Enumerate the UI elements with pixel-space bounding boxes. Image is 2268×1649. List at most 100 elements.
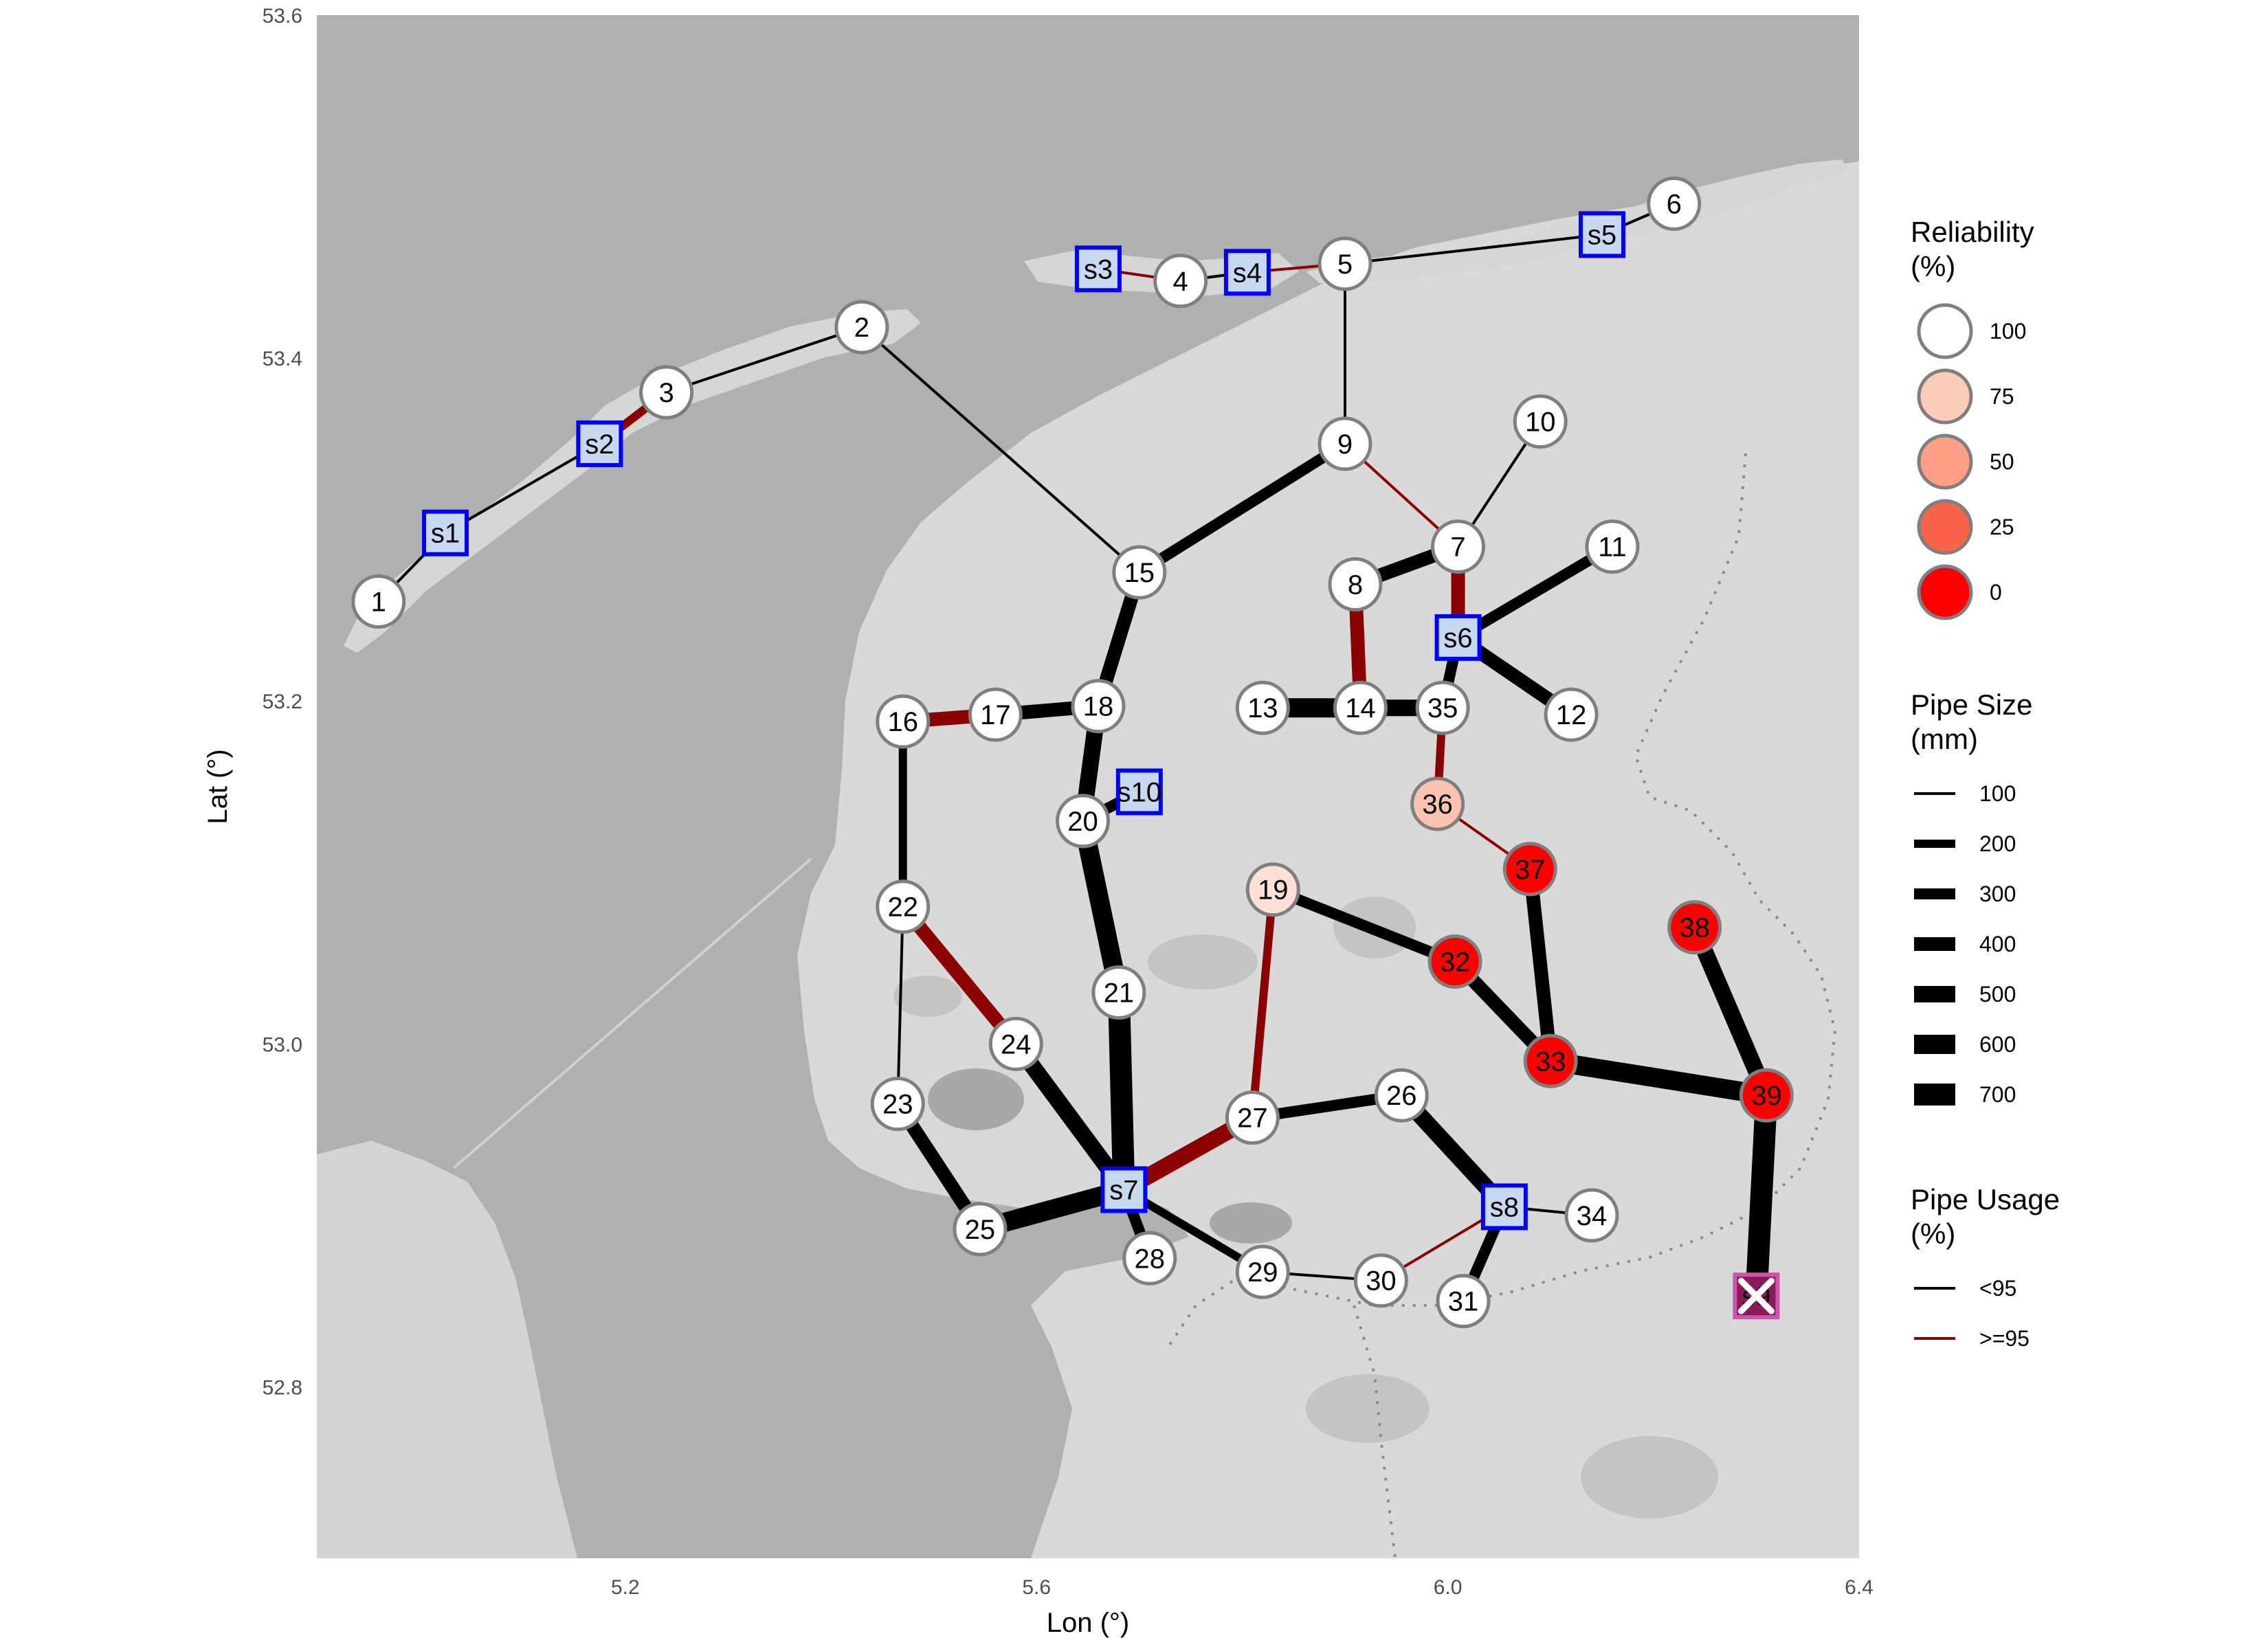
node-label: 39 <box>1751 1081 1782 1111</box>
node-label: 28 <box>1135 1244 1166 1274</box>
source-label: s4 <box>1233 258 1262 288</box>
node-4: 4 <box>1153 254 1208 309</box>
lake <box>1148 934 1258 989</box>
pipe-39-s9 <box>1745 1095 1778 1297</box>
node-label: 37 <box>1515 855 1546 885</box>
legend-pipe-size-label: 500 <box>1979 982 2016 1007</box>
node-circle <box>1245 862 1300 917</box>
source-square <box>1100 1166 1148 1213</box>
node-label: 7 <box>1450 532 1465 563</box>
source-s8: s8 <box>1480 1183 1528 1231</box>
pipe-22-23 <box>896 906 904 1104</box>
node-10: 10 <box>1513 394 1568 449</box>
pipe-2-15 <box>860 326 1141 574</box>
source-square <box>1579 211 1625 258</box>
source-label: s6 <box>1443 623 1472 653</box>
node-circle <box>968 687 1023 742</box>
node-label: 14 <box>1345 693 1376 723</box>
pipe-20-21 <box>1073 819 1129 995</box>
node-circle <box>1235 680 1290 735</box>
x-tick-label: 6.0 <box>1434 1576 1463 1599</box>
source-s5: s5 <box>1579 211 1625 258</box>
source-label: s2 <box>585 429 614 460</box>
source-s1: s1 <box>422 509 469 557</box>
node-15: 15 <box>1112 545 1167 600</box>
node-22: 22 <box>876 879 931 934</box>
node-label: 8 <box>1348 570 1363 601</box>
node-25: 25 <box>953 1202 1008 1257</box>
lake <box>928 1068 1024 1130</box>
node-label: 34 <box>1577 1201 1608 1231</box>
node-label: 21 <box>1104 978 1135 1008</box>
source-square <box>576 420 623 467</box>
node-3: 3 <box>639 365 694 420</box>
node-7: 7 <box>1431 519 1486 574</box>
node-label: 30 <box>1366 1266 1397 1297</box>
node-circle <box>1585 519 1640 574</box>
node-label: 22 <box>887 893 918 923</box>
legend-pipe-usage-label: <95 <box>1979 1276 2016 1301</box>
node-label: 19 <box>1258 875 1289 906</box>
node-circle <box>1056 794 1111 849</box>
node-6: 6 <box>1647 177 1702 232</box>
node-circle <box>1431 519 1486 574</box>
node-12: 12 <box>1544 687 1599 742</box>
node-circle <box>1502 842 1557 897</box>
node-38: 38 <box>1667 900 1722 955</box>
pipe-19-32 <box>1271 884 1458 967</box>
node-label: 29 <box>1247 1257 1278 1288</box>
node-label: 15 <box>1124 558 1155 588</box>
node-33: 33 <box>1523 1033 1578 1088</box>
legend-reliability-title: Reliability <box>1911 216 2034 248</box>
source-s10: s10 <box>1115 768 1163 816</box>
pipe-5-s5 <box>1344 233 1603 265</box>
legend-reliability-swatch <box>1917 434 1973 490</box>
node-2: 2 <box>834 300 889 355</box>
pipe-24-s7 <box>1009 1039 1131 1195</box>
node-20: 20 <box>1056 794 1111 849</box>
pipe-22-24 <box>898 902 1021 1048</box>
legend-pipe-size-label: 200 <box>1979 831 2016 856</box>
node-label: 4 <box>1173 267 1188 297</box>
source-s3: s3 <box>1074 245 1122 293</box>
node-31: 31 <box>1436 1274 1491 1329</box>
node-circle <box>1436 1274 1491 1329</box>
legend-reliability-label: 100 <box>1990 319 2026 344</box>
node-circle <box>834 300 889 355</box>
legend-reliability-swatch <box>1917 368 1973 425</box>
node-label: 36 <box>1422 789 1453 820</box>
node-label: 16 <box>887 707 918 737</box>
legend-pipe-size-label: 600 <box>1979 1032 2016 1057</box>
node-27: 27 <box>1225 1090 1280 1145</box>
node-label: 12 <box>1556 700 1587 730</box>
source-s7: s7 <box>1100 1166 1148 1213</box>
legend-reliability-label: 50 <box>1990 449 2014 474</box>
node-23: 23 <box>870 1077 925 1132</box>
peninsula-shape <box>317 1141 577 1558</box>
node-28: 28 <box>1122 1231 1177 1286</box>
source-square <box>1480 1183 1528 1231</box>
node-circle <box>1225 1090 1280 1145</box>
pipe-27-19 <box>1248 889 1278 1119</box>
node-17: 17 <box>968 687 1023 742</box>
source-square <box>1434 614 1482 661</box>
node-label: 26 <box>1386 1081 1417 1111</box>
province-border <box>1353 1305 1397 1558</box>
node-circle <box>1374 1068 1429 1123</box>
legend-reliability-label: 25 <box>1990 515 2014 539</box>
node-19: 19 <box>1245 862 1300 917</box>
node-label: 20 <box>1067 807 1098 837</box>
node-16: 16 <box>876 694 931 749</box>
node-circle <box>1122 1231 1177 1286</box>
source-square <box>1115 768 1163 816</box>
lake <box>893 976 962 1017</box>
y-tick-label: 53.4 <box>263 348 302 370</box>
node-circle <box>1427 934 1482 989</box>
y-tick-label: 53.2 <box>263 691 302 713</box>
node-37: 37 <box>1502 842 1557 897</box>
node-9: 9 <box>1318 416 1372 471</box>
node-circle <box>1333 680 1388 735</box>
node-circle <box>1513 394 1568 449</box>
legend-pipe-usage-label: >=95 <box>1979 1326 2030 1351</box>
x-tick-label: 6.4 <box>1845 1576 1874 1599</box>
